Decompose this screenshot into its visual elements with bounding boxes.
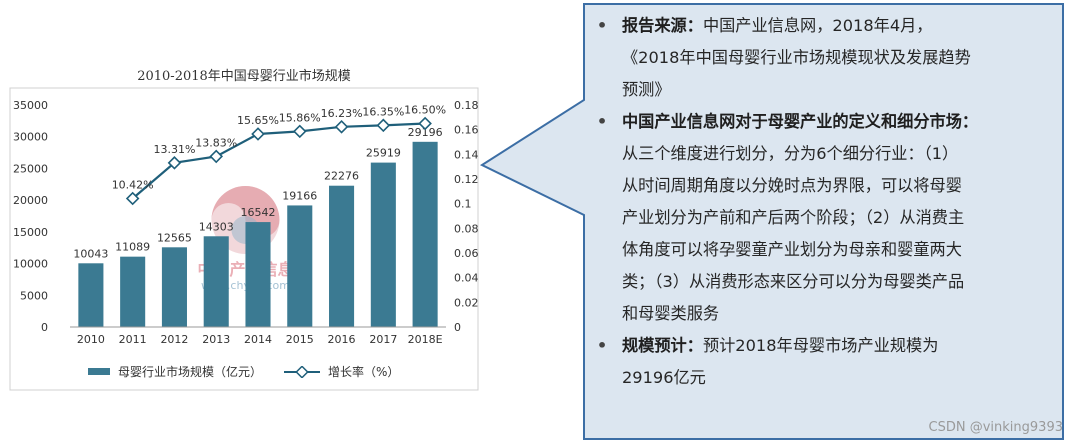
legend-line-swatch (284, 365, 321, 378)
bar-value-label: 10043 (73, 247, 108, 260)
y-right-tick-label: 0.18 (454, 99, 479, 112)
growth-label: 16.35% (362, 105, 404, 118)
growth-line (131, 122, 426, 200)
y-left-tick-label: 35000 (13, 99, 48, 112)
bullet-label: 报告来源： (622, 16, 703, 35)
csdn-watermark: CSDN @vinking9393 (928, 420, 1063, 435)
bullet-line: 29196亿元 (622, 368, 706, 387)
bar-value-label: 16542 (241, 206, 276, 219)
callout-text: • 报告来源：中国产业信息网，2018年4月， 《2018年中国母婴行业市场规模现状… (592, 10, 1054, 430)
y-right-tick-label: 0.06 (454, 247, 479, 260)
y-left-tick-label: 5000 (20, 289, 48, 302)
bar (370, 162, 396, 327)
bullet-line: 体角度可以将孕婴童产业划分为母亲和婴童两大 (622, 240, 962, 259)
bar-value-label: 25919 (366, 147, 401, 160)
y-right-tick-label: 0.16 (454, 124, 479, 137)
bar (203, 236, 229, 327)
callout-bullet-item: • 中国产业信息网对于母婴产业的定义和细分市场： (592, 106, 1054, 138)
bullet-line: 预测》 (622, 80, 671, 99)
legend-bar-swatch (88, 368, 110, 375)
bullet-label: 规模预计： (622, 336, 703, 355)
bullet-line: 《2018年中国母婴行业市场规模现状及发展趋势 (622, 48, 971, 67)
bullet-line: 产业划分为产前和产后两个阶段；（2）从消费主 (622, 208, 965, 227)
y-right-tick-label: 0.08 (454, 222, 479, 235)
x-tick-label: 2011 (119, 333, 147, 346)
y-right-tick-label: 0.1 (454, 198, 472, 211)
chart-legend: 母婴行业市场规模（亿元） 增长率（%） (88, 363, 399, 380)
bullet-line: 从三个维度进行划分，分为6个细分行业：（1） (622, 144, 959, 163)
chart-svg: 中国产业信息www.chyxx.com050001000015000200002… (9, 87, 479, 391)
y-right-tick-label: 0 (454, 321, 461, 334)
bullet-label: 中国产业信息网对于母婴产业的定义和细分市场： (622, 112, 979, 131)
bar (287, 205, 313, 327)
y-left-tick-label: 10000 (13, 258, 48, 271)
bar (329, 185, 355, 327)
growth-label: 13.31% (153, 143, 195, 156)
growth-marker (209, 149, 224, 164)
growth-marker (376, 118, 391, 133)
x-tick-label: 2015 (286, 333, 314, 346)
growth-marker (167, 156, 182, 170)
y-right-tick-label: 0.04 (454, 272, 479, 285)
growth-marker (334, 120, 349, 134)
y-left-tick-label: 15000 (13, 226, 48, 239)
bullet-dot: • (596, 336, 608, 355)
bullet-line: 和母婴类服务 (622, 304, 720, 323)
bullet-dot: • (596, 16, 608, 35)
growth-label: 16.23% (321, 107, 363, 120)
bar (161, 247, 187, 327)
y-right-tick-label: 0.14 (454, 148, 479, 161)
legend-line-label: 增长率（%） (328, 365, 400, 379)
legend-bar-label: 母婴行业市场规模（亿元） (118, 365, 263, 379)
bullet-line: 从时间周期角度以分娩时点为界限，可以将母婴 (622, 176, 962, 195)
growth-label: 10.42% (112, 178, 154, 191)
y-right-tick-label: 0.02 (454, 296, 479, 309)
x-tick-label: 2014 (244, 333, 272, 346)
x-tick-label: 2016 (328, 333, 356, 346)
growth-label: 13.83% (195, 136, 237, 149)
y-left-tick-label: 0 (41, 321, 48, 334)
growth-label: 16.50% (404, 104, 446, 117)
chart-title: 2010-2018年中国母婴行业市场规模 (137, 69, 351, 84)
bullet-line: 中国产业信息网，2018年4月， (702, 16, 933, 35)
growth-marker (418, 116, 432, 131)
bar (412, 141, 438, 327)
bar (245, 222, 271, 327)
x-tick-label: 2013 (202, 333, 230, 346)
chart-frame (9, 87, 479, 391)
x-tick-label: 2018E (408, 333, 443, 346)
callout-bullet-item: • 规模预计：预计2018年母婴市场产业规模为 (592, 330, 1054, 362)
y-left-tick-label: 30000 (13, 131, 48, 144)
y-left-tick-label: 25000 (13, 162, 48, 175)
bullet-line: 预计2018年母婴市场产业规模为 (702, 336, 939, 355)
callout-bullet-item: • 报告来源：中国产业信息网，2018年4月， (592, 10, 1054, 42)
chart-panel: 2010-2018年中国母婴行业市场规模 中国产业信息 www.chyxx.com… (8, 55, 480, 395)
bar (120, 256, 146, 327)
bar (78, 263, 104, 327)
growth-label: 15.86% (279, 111, 321, 124)
growth-marker (292, 124, 307, 139)
bar-value-label: 11089 (115, 241, 150, 254)
bar-value-label: 12565 (157, 231, 192, 244)
growth-marker (251, 127, 265, 141)
y-left-tick-label: 20000 (13, 194, 48, 207)
bullet-dot: • (596, 112, 608, 131)
bullet-line: 类；（3）从消费形态来区分可以分为母婴类产品 (622, 272, 965, 291)
bar-value-label: 19166 (282, 189, 317, 202)
y-right-tick-label: 0.12 (454, 173, 479, 186)
growth-marker (125, 191, 140, 206)
x-tick-label: 2017 (369, 333, 397, 346)
bar-value-label: 14303 (199, 220, 234, 233)
x-tick-label: 2010 (77, 333, 105, 346)
growth-label: 15.65% (237, 114, 279, 127)
x-tick-label: 2012 (160, 333, 188, 346)
bar-value-label: 29196 (408, 126, 443, 139)
bar-value-label: 22276 (324, 170, 359, 183)
